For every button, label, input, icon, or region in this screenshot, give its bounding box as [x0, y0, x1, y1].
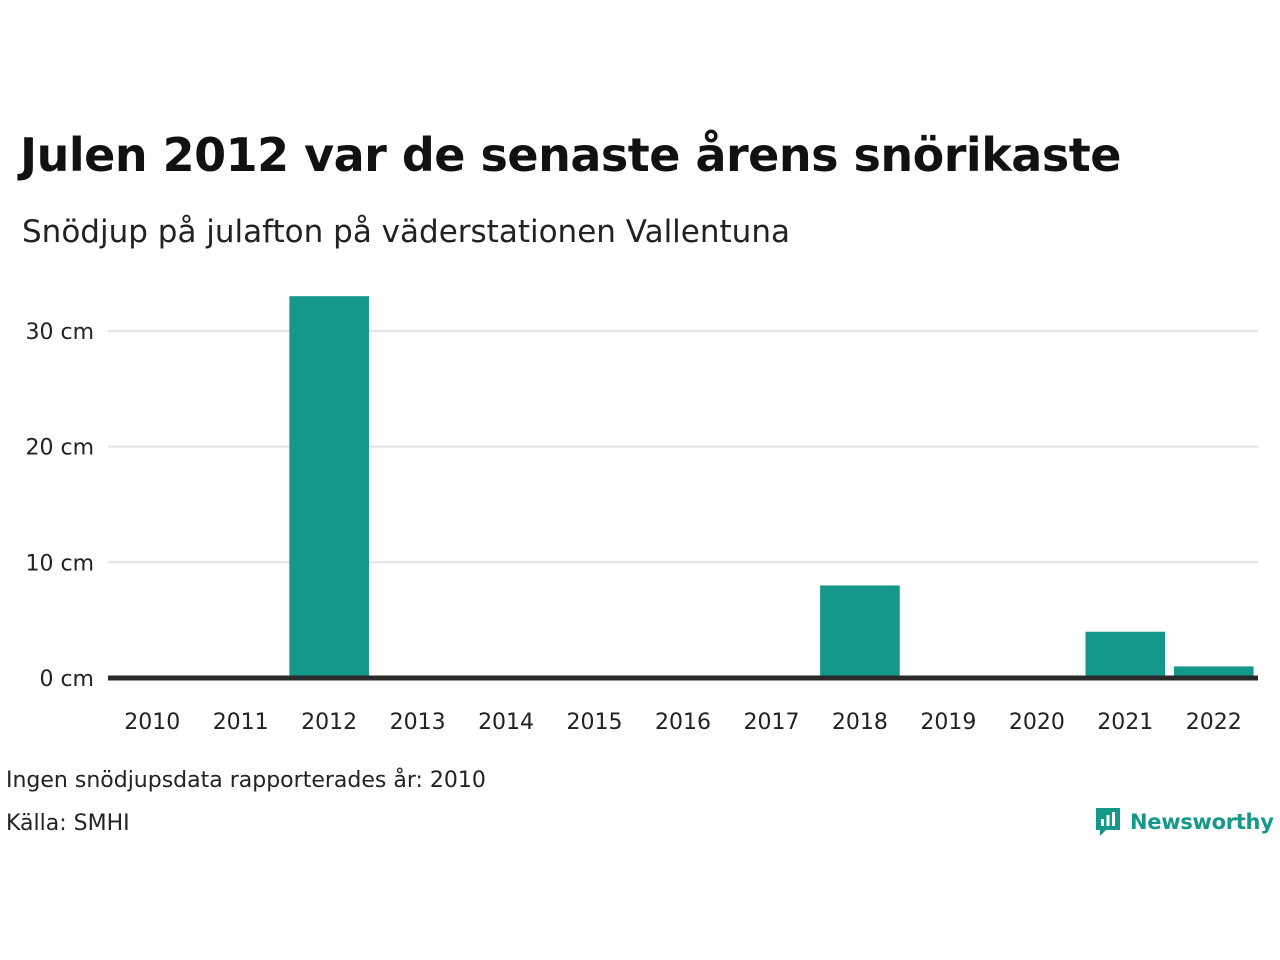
newsworthy-logo: Newsworthy — [1094, 806, 1274, 838]
y-axis-tick-labels: 0 cm 10 cm 20 cm 30 cm — [25, 320, 94, 692]
chart-title: Julen 2012 var de senaste årens snörikas… — [20, 128, 1121, 182]
bar-2012 — [289, 296, 369, 678]
x-tick-label: 2019 — [920, 710, 976, 735]
bar-chart: 0 cm 10 cm 20 cm 30 cm 2010 2011 2012 2013 2014… — [25, 296, 1258, 735]
chart-subtitle: Snödjup på julafton på väderstationen Va… — [22, 214, 790, 250]
x-tick-label: 2011 — [213, 710, 269, 735]
x-tick-label: 2010 — [124, 710, 180, 735]
x-tick-label: 2018 — [832, 710, 888, 735]
x-tick-label: 2020 — [1009, 710, 1065, 735]
x-tick-label: 2017 — [743, 710, 799, 735]
y-tick-label: 30 cm — [25, 320, 94, 345]
brand-name: Newsworthy — [1130, 810, 1274, 834]
x-axis-tick-labels: 2010 2011 2012 2013 2014 2015 2016 2017 2018 2019… — [124, 710, 1242, 735]
x-tick-label: 2014 — [478, 710, 534, 735]
x-tick-label: 2021 — [1097, 710, 1153, 735]
gridlines — [108, 329, 1258, 564]
bar-chart-speech-bubble-icon — [1096, 808, 1120, 836]
y-tick-label: 20 cm — [25, 436, 94, 461]
y-tick-label: 10 cm — [25, 551, 94, 576]
x-tick-label: 2022 — [1186, 710, 1242, 735]
bar-2018 — [820, 585, 900, 678]
bars — [289, 296, 1254, 678]
bar-2022 — [1173, 666, 1254, 678]
x-tick-label: 2012 — [301, 710, 357, 735]
source-note: Källa: SMHI — [6, 811, 130, 836]
x-tick-label: 2013 — [390, 710, 446, 735]
footnote: Ingen snödjupsdata rapporterades år: 201… — [6, 768, 486, 793]
x-tick-label: 2015 — [567, 710, 623, 735]
x-tick-label: 2016 — [655, 710, 711, 735]
y-tick-label: 0 cm — [39, 667, 94, 692]
bar-2021 — [1085, 631, 1166, 678]
